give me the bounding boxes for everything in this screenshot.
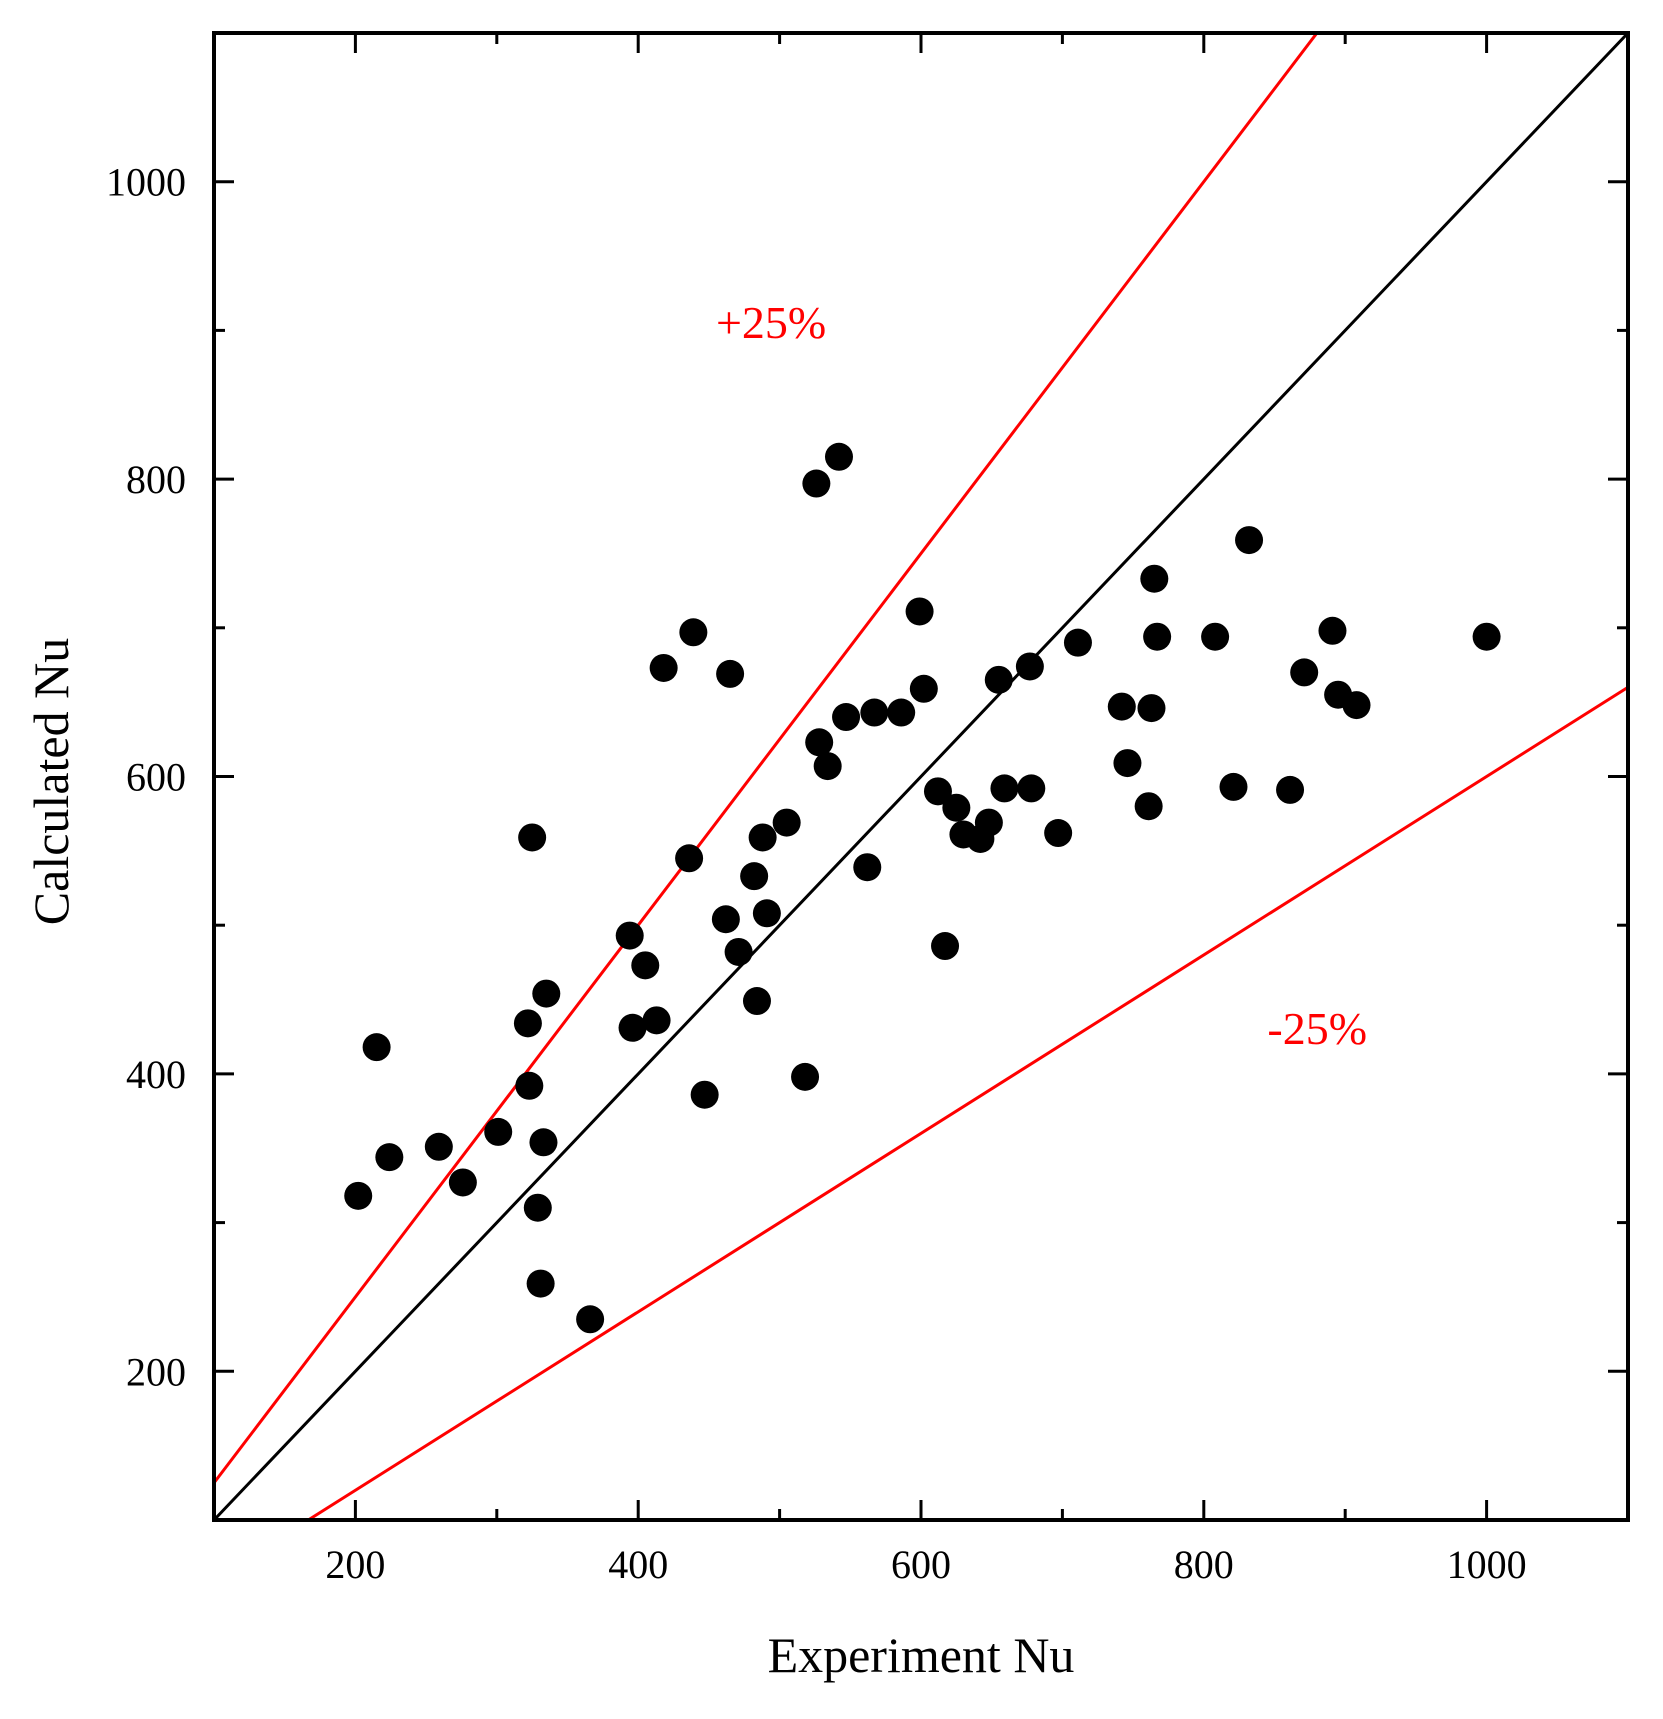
bound-lines (214, 33, 1628, 1520)
y-axis-title: Calculated Nu (23, 638, 79, 925)
data-point (1276, 775, 1305, 804)
data-point (526, 1269, 555, 1298)
data-point (529, 1128, 558, 1157)
data-point (1140, 564, 1169, 593)
y-tick-label: 200 (126, 1349, 186, 1394)
data-point (1063, 628, 1092, 657)
data-point (1143, 622, 1172, 651)
data-point (1235, 526, 1264, 555)
data-point (642, 1006, 671, 1035)
data-point (942, 793, 971, 822)
data-point (1219, 772, 1248, 801)
data-point (1015, 652, 1044, 681)
data-point (813, 752, 842, 781)
data-point (523, 1193, 552, 1222)
data-point (1318, 616, 1347, 645)
data-point (711, 905, 740, 934)
data-point (690, 1080, 719, 1109)
tick-labels: 200 400 600 800 1000 200 400 600 800 1000 (106, 160, 1527, 1587)
annotations: +25% -25% (716, 297, 1367, 1054)
data-point (1472, 622, 1501, 651)
x-tick-label: 200 (325, 1542, 385, 1587)
reference-line-1 (214, 33, 1319, 1484)
data-point (832, 703, 861, 732)
data-point (375, 1143, 404, 1172)
data-point (909, 674, 938, 703)
data-point (532, 979, 561, 1008)
data-point (742, 987, 771, 1016)
y-tick-label: 400 (126, 1052, 186, 1097)
data-point (990, 774, 1019, 803)
data-point (515, 1071, 544, 1100)
axis-ticks (214, 33, 1628, 1520)
data-point (484, 1117, 513, 1146)
annotation-label: +25% (716, 297, 826, 348)
data-point (1113, 749, 1142, 778)
data-point (752, 899, 781, 928)
data-point (791, 1062, 820, 1091)
data-point (448, 1168, 477, 1197)
data-point (513, 1009, 542, 1038)
data-point (1290, 658, 1319, 687)
data-point (748, 823, 777, 852)
data-points (344, 442, 1501, 1334)
y-tick-label: 600 (126, 755, 186, 800)
data-point (631, 951, 660, 980)
data-point (984, 665, 1013, 694)
annotation-label: -25% (1267, 1003, 1367, 1054)
data-point (716, 659, 745, 688)
data-point (1137, 694, 1166, 723)
data-point (649, 653, 678, 682)
data-point (618, 1013, 647, 1042)
data-point (1044, 819, 1073, 848)
y-tick-label: 1000 (106, 160, 186, 205)
data-point (1107, 692, 1136, 721)
data-point (362, 1033, 391, 1062)
data-point (740, 862, 769, 891)
data-point (1017, 774, 1046, 803)
data-point (344, 1181, 373, 1210)
data-point (675, 844, 704, 873)
data-point (679, 618, 708, 647)
data-point (1134, 792, 1163, 821)
data-point (424, 1132, 453, 1161)
reference-line-0 (214, 33, 1628, 1520)
x-tick-label: 800 (1174, 1542, 1234, 1587)
x-tick-label: 600 (891, 1542, 951, 1587)
data-point (853, 853, 882, 882)
x-axis-title: Experiment Nu (768, 1627, 1075, 1683)
data-point (931, 932, 960, 961)
data-point (805, 728, 834, 757)
data-point (615, 921, 644, 950)
y-tick-label: 800 (126, 457, 186, 502)
data-point (905, 597, 934, 626)
data-point (1201, 622, 1230, 651)
data-point (860, 698, 889, 727)
data-point (824, 442, 853, 471)
data-point (518, 823, 547, 852)
data-point (576, 1305, 605, 1334)
x-tick-label: 400 (608, 1542, 668, 1587)
data-point (923, 777, 952, 806)
data-point (724, 937, 753, 966)
data-point (802, 469, 831, 498)
data-point (974, 808, 1003, 837)
data-point (772, 808, 801, 837)
data-point (887, 698, 916, 727)
data-point (1342, 691, 1371, 720)
x-tick-label: 1000 (1447, 1542, 1527, 1587)
reference-line-2 (305, 686, 1628, 1520)
